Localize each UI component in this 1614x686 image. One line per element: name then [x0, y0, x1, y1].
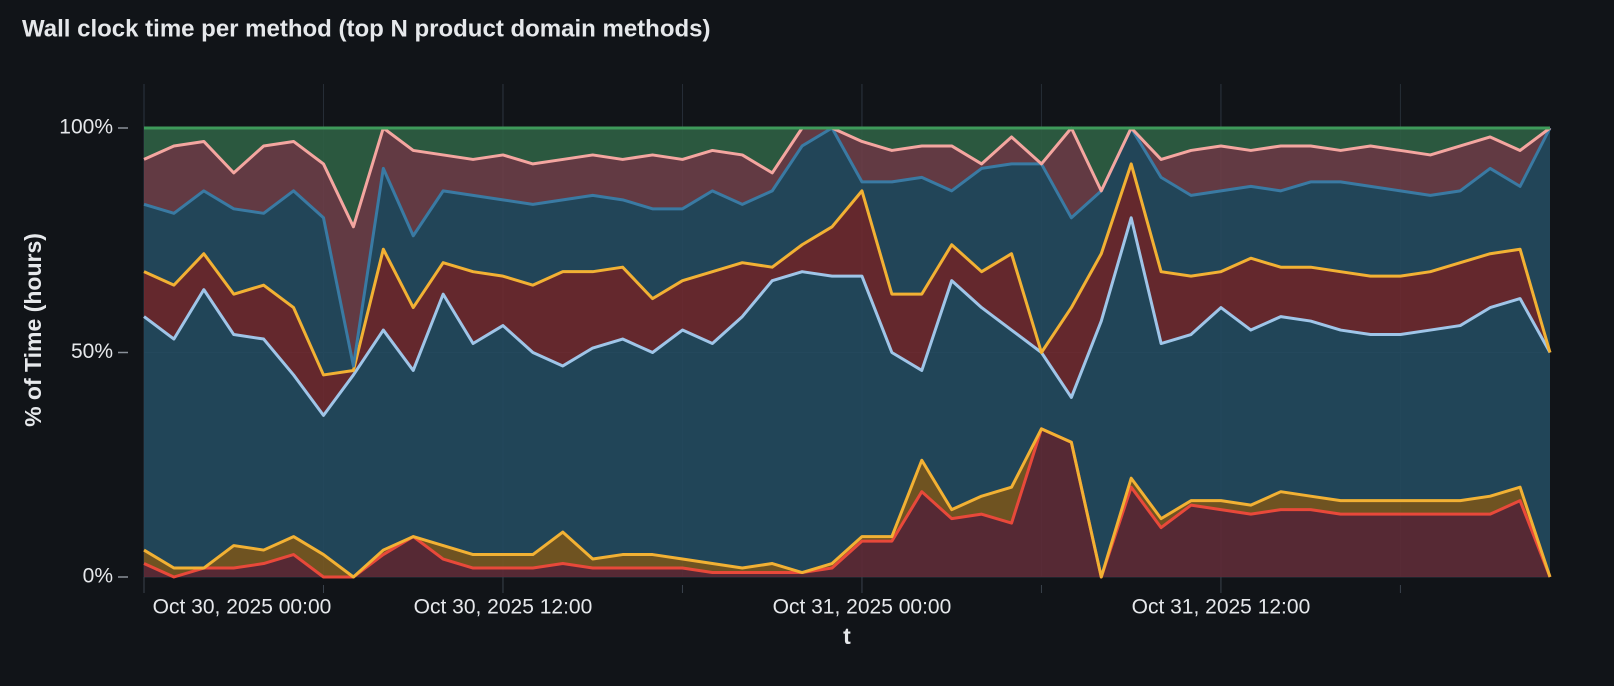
- x-tick-label: Oct 30, 2025 12:00: [414, 596, 593, 619]
- x-axis-title: t: [843, 623, 851, 649]
- area: [144, 217, 1550, 578]
- series-line: [143, 427, 1552, 579]
- series-line: [143, 427, 1552, 579]
- y-tick-label: 100%: [59, 116, 113, 139]
- area: [144, 128, 1550, 227]
- axes: 0% 50% 100% Oct 30, 2025 00:00 Oct 30, 2025 …: [59, 116, 1401, 619]
- area: [144, 428, 1550, 577]
- series-line: [143, 162, 1552, 377]
- series-line: [143, 126, 1552, 368]
- y-axis-title: % of Time (hours): [20, 233, 46, 427]
- area: [144, 128, 1550, 366]
- x-tick-label: Oct 31, 2025 12:00: [1132, 596, 1311, 619]
- chart-title: Wall clock time per method (top N produc…: [22, 15, 710, 42]
- series-line: [143, 126, 1551, 229]
- y-tick-label: 0%: [83, 565, 113, 588]
- x-tick-label: Oct 30, 2025 00:00: [153, 596, 332, 619]
- series-line: [143, 216, 1552, 417]
- y-tick-label: 50%: [71, 340, 113, 363]
- area: [144, 428, 1550, 577]
- x-tick-label: Oct 31, 2025 00:00: [773, 596, 952, 619]
- lines: [143, 126, 1552, 579]
- area: [144, 128, 1550, 375]
